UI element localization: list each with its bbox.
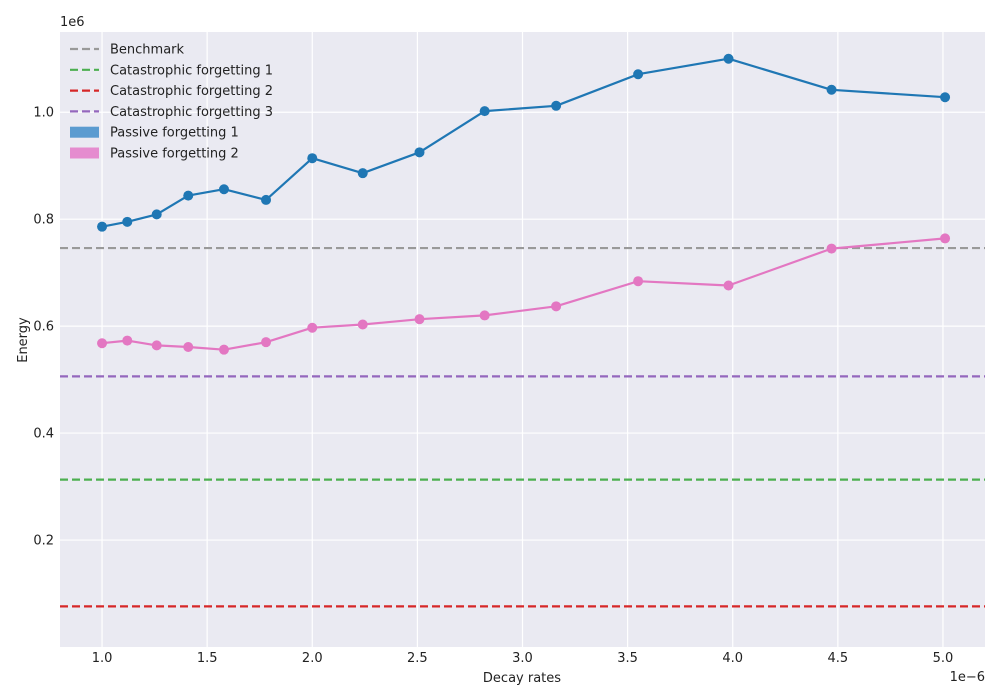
- y-axis-label: Energy: [16, 317, 31, 363]
- data-point: [122, 335, 133, 346]
- legend-label: Passive forgetting 2: [110, 147, 239, 162]
- data-point: [940, 233, 951, 244]
- data-point: [151, 209, 162, 220]
- series: [97, 53, 951, 355]
- legend-item: Catastrophic forgetting 1: [70, 63, 273, 78]
- y-offset-label: 1e6: [60, 15, 85, 30]
- legend-label: Catastrophic forgetting 3: [110, 105, 273, 120]
- x-tick-label: 4.0: [722, 651, 743, 666]
- data-point: [218, 344, 229, 355]
- data-point: [122, 216, 133, 227]
- legend: Benchmark Catastrophic forgetting 1 Catast…: [70, 43, 273, 162]
- data-point: [826, 84, 837, 95]
- x-tick-label: 4.5: [827, 651, 848, 666]
- x-tick-label: 3.0: [512, 651, 533, 666]
- series-2: [97, 233, 951, 355]
- legend-item: Catastrophic forgetting 3: [70, 105, 273, 120]
- x-tick-label: 3.5: [617, 651, 638, 666]
- data-point: [151, 340, 162, 351]
- data-point: [633, 276, 644, 287]
- data-point: [551, 301, 562, 312]
- data-point: [97, 338, 108, 349]
- x-tick-label: 2.5: [407, 651, 428, 666]
- series-1: [97, 53, 951, 232]
- x-tick-label: 2.0: [302, 651, 323, 666]
- legend-item: Passive forgetting 2: [70, 147, 239, 162]
- y-tick-label: 0.2: [33, 534, 54, 549]
- legend-label: Benchmark: [110, 43, 185, 58]
- data-point: [307, 153, 318, 164]
- data-point: [826, 243, 837, 254]
- data-point: [940, 92, 951, 103]
- data-point: [633, 69, 644, 80]
- x-tick-label: 1.5: [197, 651, 218, 666]
- data-point: [414, 314, 425, 325]
- legend-label: Catastrophic forgetting 2: [110, 84, 273, 99]
- legend-swatch: [70, 126, 99, 138]
- data-point: [357, 319, 368, 330]
- data-point: [357, 168, 368, 179]
- y-tick-label: 0.4: [33, 427, 54, 442]
- y-tick-label: 1.0: [33, 106, 54, 121]
- data-point: [479, 310, 490, 321]
- y-axis-ticks: 0.2 0.4 0.6 0.8 1.0: [33, 106, 54, 549]
- legend-item: Passive forgetting 1: [70, 126, 239, 141]
- data-point: [183, 190, 194, 201]
- data-point: [183, 341, 194, 352]
- data-point: [551, 100, 562, 111]
- legend-label: Catastrophic forgetting 1: [110, 63, 273, 78]
- legend-item: Catastrophic forgetting 2: [70, 84, 273, 99]
- data-point: [723, 280, 734, 291]
- data-point: [307, 322, 318, 333]
- data-point: [218, 184, 229, 195]
- legend-swatch: [70, 147, 99, 159]
- data-point: [97, 221, 108, 232]
- data-point: [261, 194, 272, 205]
- data-point: [723, 53, 734, 64]
- y-tick-label: 0.8: [33, 213, 54, 228]
- legend-label: Passive forgetting 1: [110, 126, 239, 141]
- data-point: [261, 337, 272, 348]
- x-tick-label: 5.0: [933, 651, 954, 666]
- data-point: [414, 147, 425, 158]
- x-offset-label: 1e−6: [950, 670, 985, 685]
- x-tick-label: 1.0: [92, 651, 113, 666]
- x-axis-ticks: 1.0 1.5 2.0 2.5 3.0 3.5 4.0 4.5 5.0: [92, 651, 954, 666]
- data-point: [479, 106, 490, 117]
- legend-item: Benchmark: [70, 43, 185, 58]
- grid: [60, 32, 985, 647]
- y-tick-label: 0.6: [33, 320, 54, 335]
- x-axis-label: Decay rates: [483, 671, 561, 686]
